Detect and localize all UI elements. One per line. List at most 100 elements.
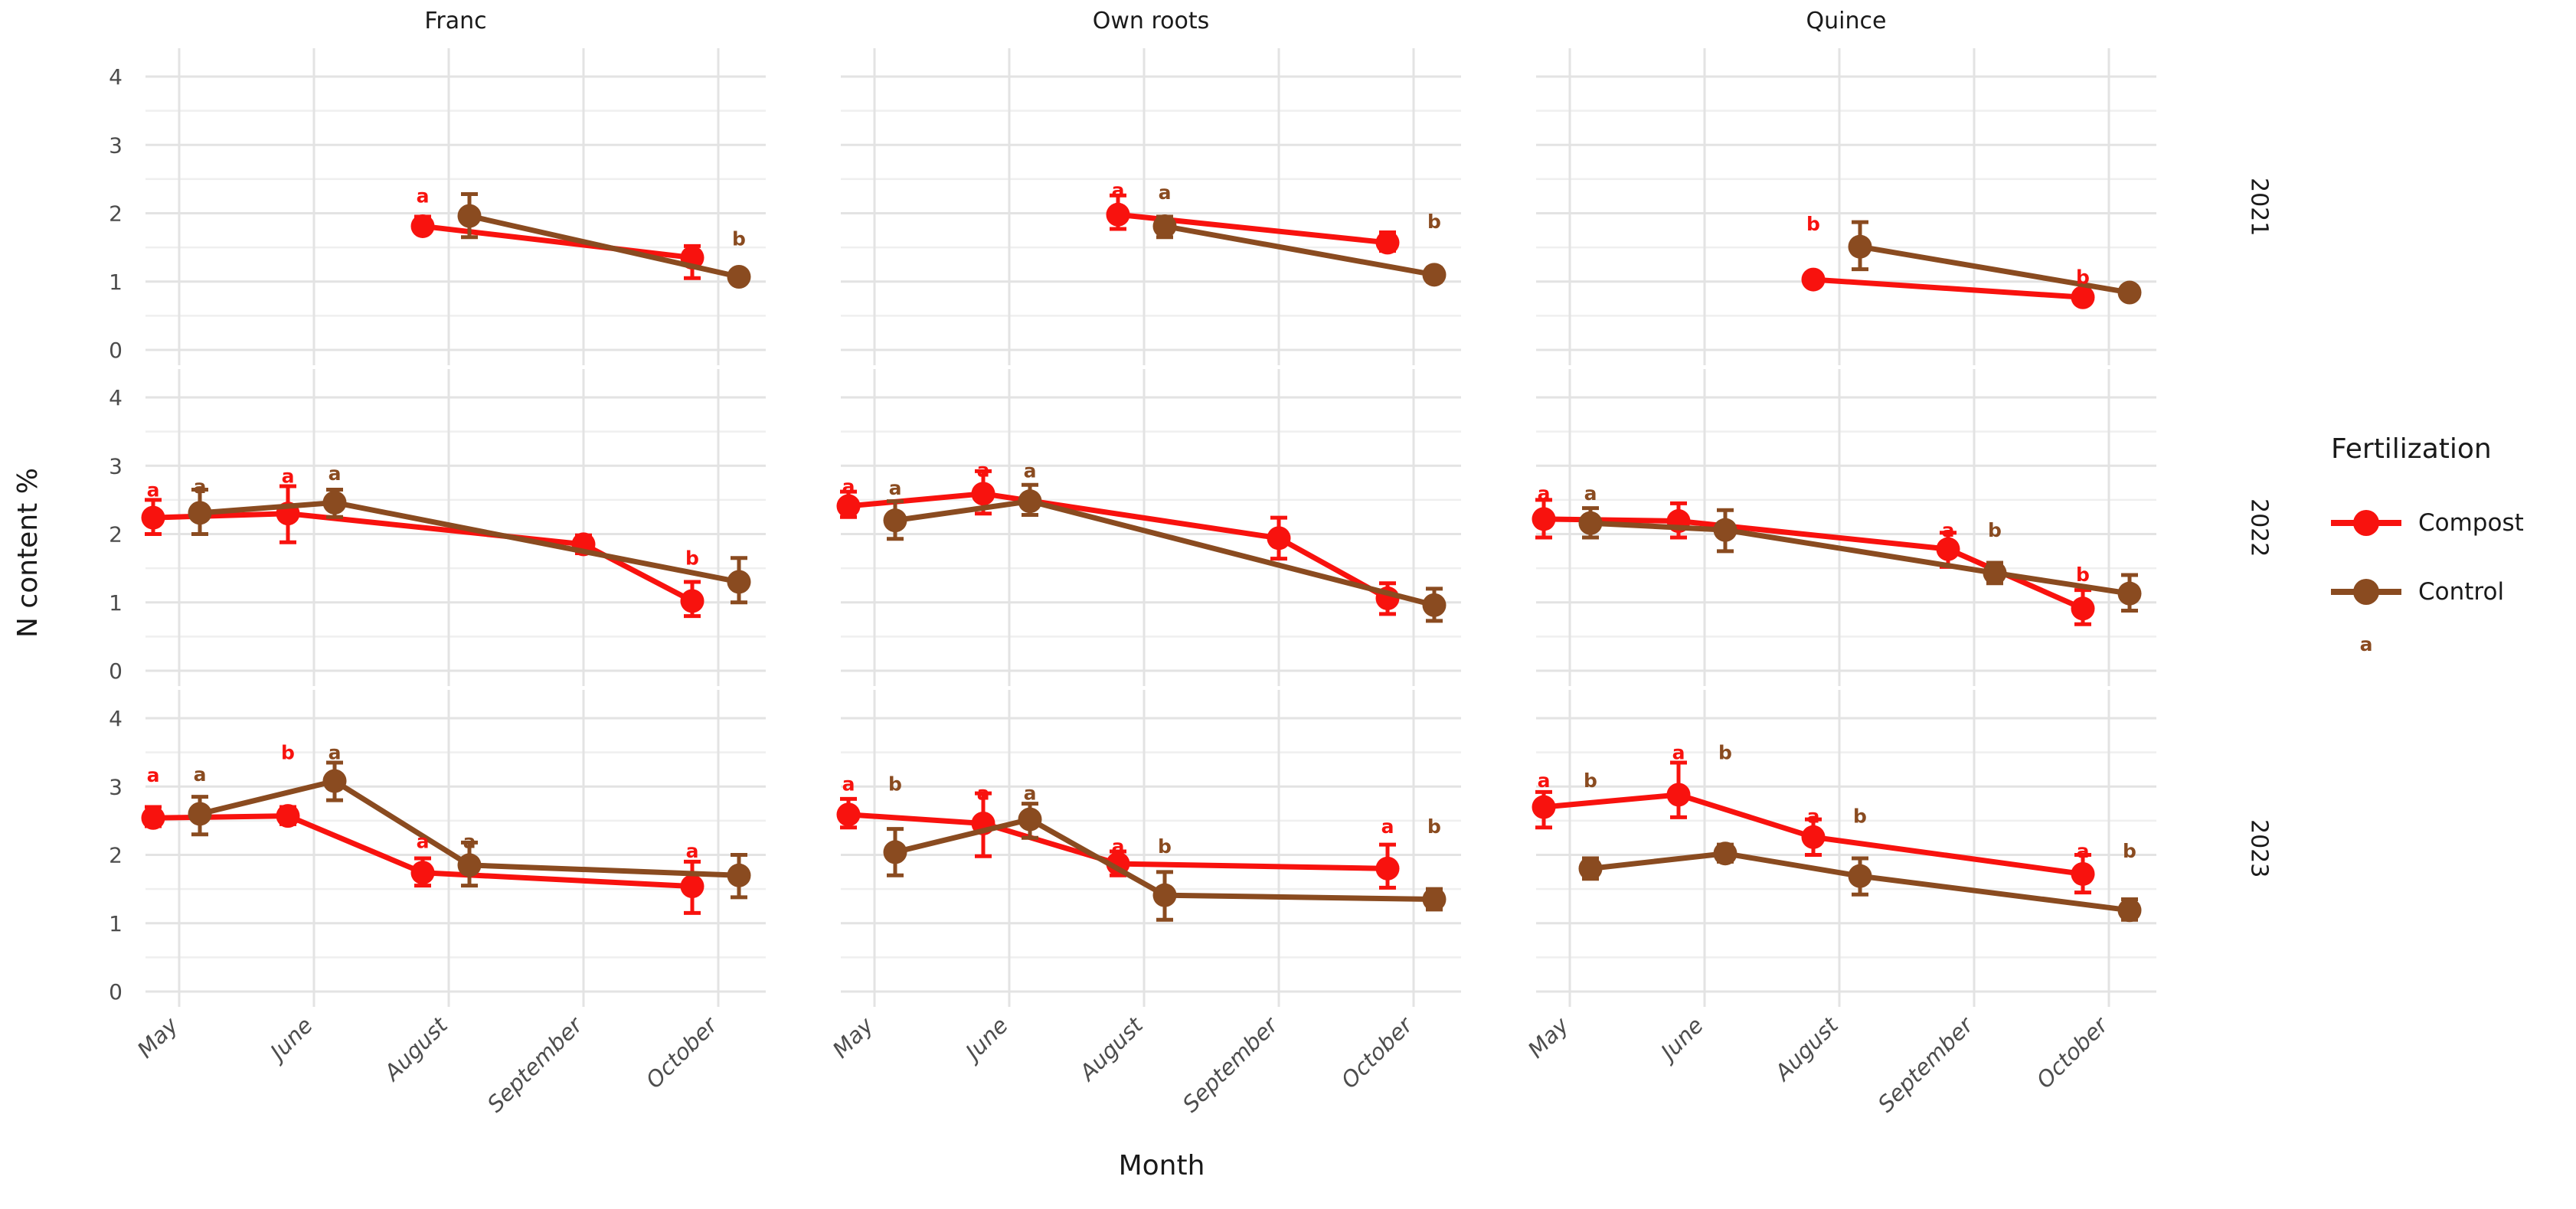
significance-letter: b — [732, 228, 746, 250]
significance-letter: a — [1159, 181, 1172, 204]
facet-panel-Own roots-2023 — [841, 690, 1461, 1007]
facet-data-Own roots-2022: a aa a — [836, 459, 1447, 623]
svg-text:2: 2 — [109, 522, 123, 547]
significance-letter: a — [1538, 770, 1551, 792]
svg-text:August: August — [378, 1011, 453, 1086]
significance-letter: a — [1672, 742, 1685, 764]
facet-panel-Quince-2021 — [1536, 48, 2156, 365]
svg-text:September: September — [482, 1011, 589, 1117]
svg-text:September: September — [1873, 1011, 1979, 1117]
significance-letter: a — [417, 831, 430, 853]
svg-text:1: 1 — [109, 911, 123, 936]
facet-data-Quince-2022: a a a b b — [1532, 482, 2142, 626]
significance-letter: a — [686, 840, 699, 862]
svg-text:3: 3 — [109, 453, 123, 479]
significance-letter: a — [1381, 815, 1394, 838]
facet-data-Own roots-2021: a a b — [1106, 179, 1447, 287]
facet-data-Franc-2023: a a b a a a a — [141, 742, 751, 915]
significance-letter: a — [147, 764, 160, 786]
significance-letter: a — [417, 185, 430, 207]
significance-letter: a — [842, 773, 855, 796]
facet-panel-Franc-2021 — [145, 48, 766, 365]
facet-title-franc: Franc — [424, 8, 487, 34]
svg-text:June: June — [263, 1012, 318, 1067]
significance-letter: a — [977, 782, 990, 804]
significance-letter: b — [1988, 519, 2002, 541]
significance-letter: a — [1112, 179, 1125, 201]
significance-letter: a — [1112, 835, 1125, 858]
svg-text:June: June — [958, 1012, 1013, 1067]
svg-text:2: 2 — [109, 201, 123, 227]
y-axis-title: N content % — [12, 468, 44, 638]
facet-title-own-roots: Own roots — [1092, 8, 1210, 34]
significance-letter: b — [281, 742, 295, 764]
svg-text:August: August — [1074, 1011, 1149, 1086]
svg-text:1: 1 — [109, 590, 123, 616]
legend-label-control: Control — [2418, 578, 2505, 606]
legend: Fertilization Compost Control a — [2331, 433, 2576, 655]
significance-letter: a — [2077, 840, 2090, 862]
svg-text:October: October — [1336, 1011, 1419, 1093]
significance-letter: a — [147, 479, 160, 501]
significance-letter: a — [194, 763, 207, 786]
significance-letter: a — [282, 466, 295, 488]
significance-letter: b — [1427, 815, 1441, 838]
svg-text:0: 0 — [109, 338, 123, 363]
row-strip-2023: 2023 — [2245, 819, 2273, 878]
facet-panel-Own roots-2021 — [841, 48, 1461, 365]
significance-letter: b — [1718, 742, 1732, 764]
compost-key-icon — [2331, 500, 2401, 546]
svg-text:September: September — [1178, 1011, 1284, 1117]
significance-letter: a — [329, 742, 342, 764]
significance-letter: b — [2123, 840, 2136, 862]
svg-text:May: May — [132, 1011, 184, 1063]
legend-label-compost: Compost — [2418, 509, 2524, 537]
significance-letter: a — [1538, 482, 1551, 505]
legend-title: Fertilization — [2331, 433, 2492, 465]
facet-title-quince: Quince — [1806, 8, 1887, 34]
significance-letter: b — [1853, 805, 1867, 828]
significance-letter-key: a — [2359, 633, 2373, 655]
legend-item-control: Control — [2331, 569, 2576, 615]
significance-letter: a — [889, 477, 902, 499]
significance-letter: a — [842, 475, 855, 498]
svg-text:0: 0 — [109, 979, 123, 1005]
svg-text:October: October — [641, 1011, 724, 1093]
significance-letter: b — [1584, 770, 1597, 792]
facet-data-Franc-2021: ab — [410, 185, 751, 289]
facet-panel-Own roots-2022 — [841, 369, 1461, 686]
significance-letter: a — [1024, 782, 1037, 804]
row-strip-2022: 2022 — [2245, 498, 2273, 557]
significance-letter: b — [888, 773, 902, 796]
svg-text:3: 3 — [109, 774, 123, 799]
significance-letter: b — [1427, 211, 1441, 233]
significance-letter: b — [2076, 266, 2090, 289]
control-key-icon — [2331, 569, 2401, 615]
svg-text:1: 1 — [109, 270, 123, 295]
significance-letter: b — [2076, 564, 2090, 586]
facet-data-Quince-2023: a b a b a b a b — [1532, 742, 2142, 923]
svg-text:October: October — [2032, 1011, 2114, 1093]
svg-text:3: 3 — [109, 132, 123, 158]
svg-text:4: 4 — [109, 706, 123, 731]
svg-text:June: June — [1653, 1012, 1708, 1067]
svg-text:August: August — [1769, 1011, 1844, 1086]
svg-text:0: 0 — [109, 658, 123, 684]
significance-letter: a — [1024, 459, 1037, 482]
significance-letter: a — [463, 831, 476, 853]
significance-letter: b — [1158, 835, 1172, 858]
x-axis-tick-labels: May June August September October May June Augu… — [132, 1011, 2114, 1117]
facet-panel-Quince-2023 — [1536, 690, 2156, 1007]
svg-text:4: 4 — [109, 385, 123, 410]
y-axis-tick-labels: 0 1 2 3 4 0 1 2 3 4 0 1 2 3 4 — [109, 64, 123, 1005]
facet-panel-Quince-2022 — [1536, 369, 2156, 686]
significance-letter: a — [194, 475, 207, 498]
facet-data-Franc-2022: a a a a b — [141, 462, 751, 619]
svg-text:2: 2 — [109, 843, 123, 868]
significance-letter: a — [977, 459, 990, 482]
legend-item-compost: Compost — [2331, 500, 2576, 546]
svg-text:May: May — [828, 1011, 879, 1063]
significance-letter: a — [1807, 805, 1820, 828]
